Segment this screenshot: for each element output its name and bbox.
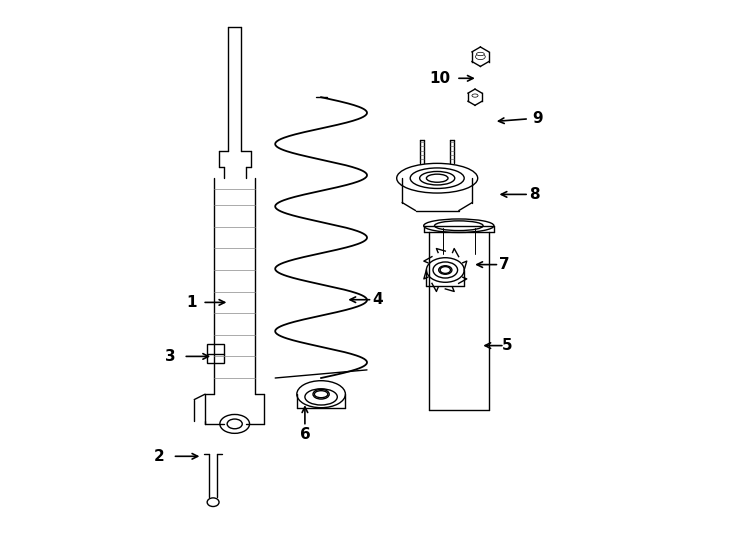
Text: 3: 3: [164, 349, 175, 364]
Text: 1: 1: [186, 295, 197, 310]
Ellipse shape: [220, 415, 250, 433]
Ellipse shape: [476, 52, 484, 56]
Ellipse shape: [224, 417, 245, 431]
Ellipse shape: [439, 266, 452, 274]
Text: 4: 4: [372, 292, 383, 307]
Ellipse shape: [426, 258, 464, 282]
Ellipse shape: [313, 389, 330, 399]
Text: 10: 10: [429, 71, 451, 86]
Ellipse shape: [424, 219, 494, 232]
Ellipse shape: [472, 94, 478, 97]
Ellipse shape: [207, 498, 219, 507]
Text: 5: 5: [502, 338, 513, 353]
Text: 6: 6: [299, 427, 310, 442]
Ellipse shape: [297, 381, 346, 408]
Text: 7: 7: [499, 257, 510, 272]
Ellipse shape: [396, 163, 478, 193]
Ellipse shape: [426, 174, 448, 183]
Ellipse shape: [410, 168, 464, 188]
Text: 9: 9: [532, 111, 542, 126]
Text: 8: 8: [529, 187, 539, 202]
FancyBboxPatch shape: [206, 344, 224, 363]
Text: 2: 2: [153, 449, 164, 464]
